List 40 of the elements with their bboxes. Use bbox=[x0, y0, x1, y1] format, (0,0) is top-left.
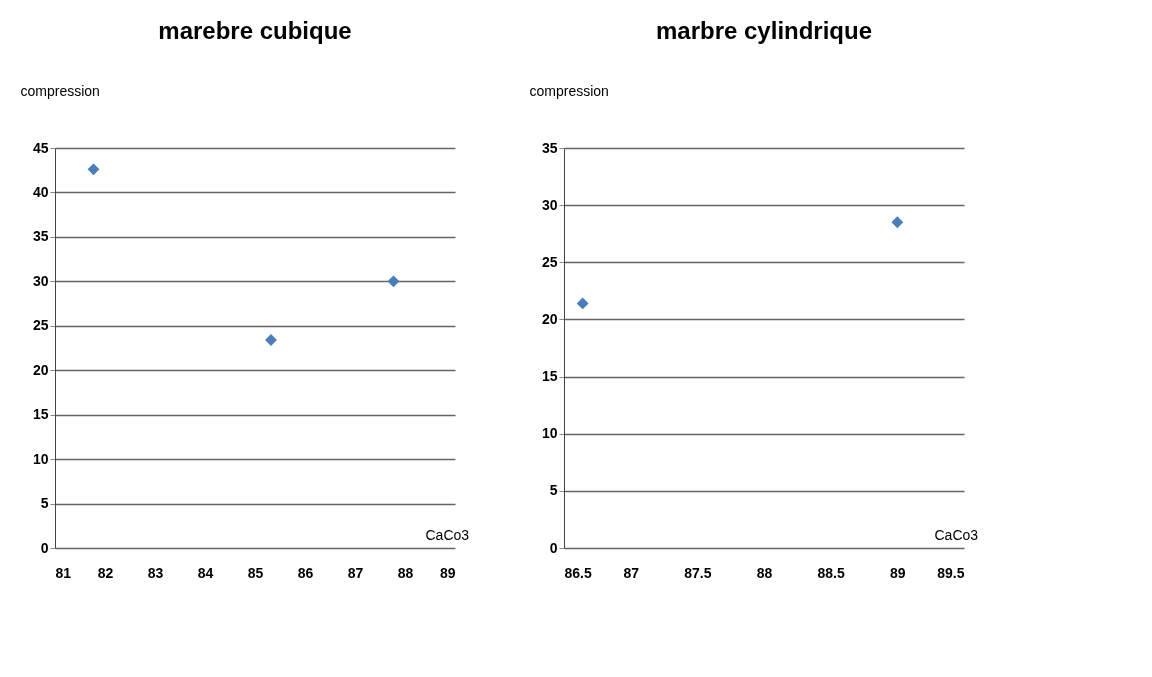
x-axis-title: CaCo3 bbox=[425, 526, 470, 543]
x-tick-label: 81 bbox=[55, 564, 72, 581]
x-tick-label: 86 bbox=[297, 564, 314, 581]
y-tick-label: 40 bbox=[32, 183, 49, 200]
y-tick-label: 35 bbox=[541, 139, 558, 156]
chart-title: marebre cubique bbox=[158, 17, 352, 44]
x-tick-label: 88 bbox=[397, 564, 414, 581]
y-tick-label: 30 bbox=[541, 196, 558, 213]
y-tick-label: 10 bbox=[32, 450, 49, 467]
y-tick-label: 30 bbox=[32, 272, 49, 289]
y-tick-label: 25 bbox=[32, 317, 49, 334]
y-tick-label: 0 bbox=[40, 539, 49, 556]
y-tick-label: 35 bbox=[32, 228, 49, 245]
y-tick-label: 20 bbox=[541, 310, 558, 327]
y-tick-label: 15 bbox=[32, 406, 49, 423]
x-tick-label: 88 bbox=[756, 564, 773, 581]
y-tick-label: 20 bbox=[32, 361, 49, 378]
y-tick-label: 15 bbox=[541, 368, 558, 385]
x-tick-label: 87 bbox=[347, 564, 364, 581]
x-tick-label: 85 bbox=[247, 564, 264, 581]
y-tick-label: 25 bbox=[541, 253, 558, 270]
x-tick-label: 86.5 bbox=[564, 564, 592, 581]
y-tick-label: 0 bbox=[549, 539, 558, 556]
x-tick-label: 87.5 bbox=[684, 564, 712, 581]
x-tick-label: 89 bbox=[890, 564, 906, 581]
y-axis-title: compression bbox=[20, 82, 100, 99]
y-tick-label: 45 bbox=[32, 139, 49, 156]
x-tick-label: 83 bbox=[147, 564, 164, 581]
x-tick-label: 87 bbox=[623, 564, 640, 581]
x-tick-label: 82 bbox=[97, 564, 114, 581]
y-tick-label: 10 bbox=[541, 425, 558, 442]
y-axis-title: compression bbox=[529, 82, 609, 99]
y-tick-label: 5 bbox=[40, 495, 49, 512]
x-tick-label: 84 bbox=[197, 564, 214, 581]
x-tick-label: 89.5 bbox=[937, 564, 965, 581]
y-tick-label: 5 bbox=[549, 482, 558, 499]
x-tick-label: 89 bbox=[439, 564, 456, 581]
x-tick-label: 88.5 bbox=[817, 564, 845, 581]
x-axis-title: CaCo3 bbox=[934, 526, 979, 543]
chart-title: marbre cylindrique bbox=[655, 17, 873, 44]
